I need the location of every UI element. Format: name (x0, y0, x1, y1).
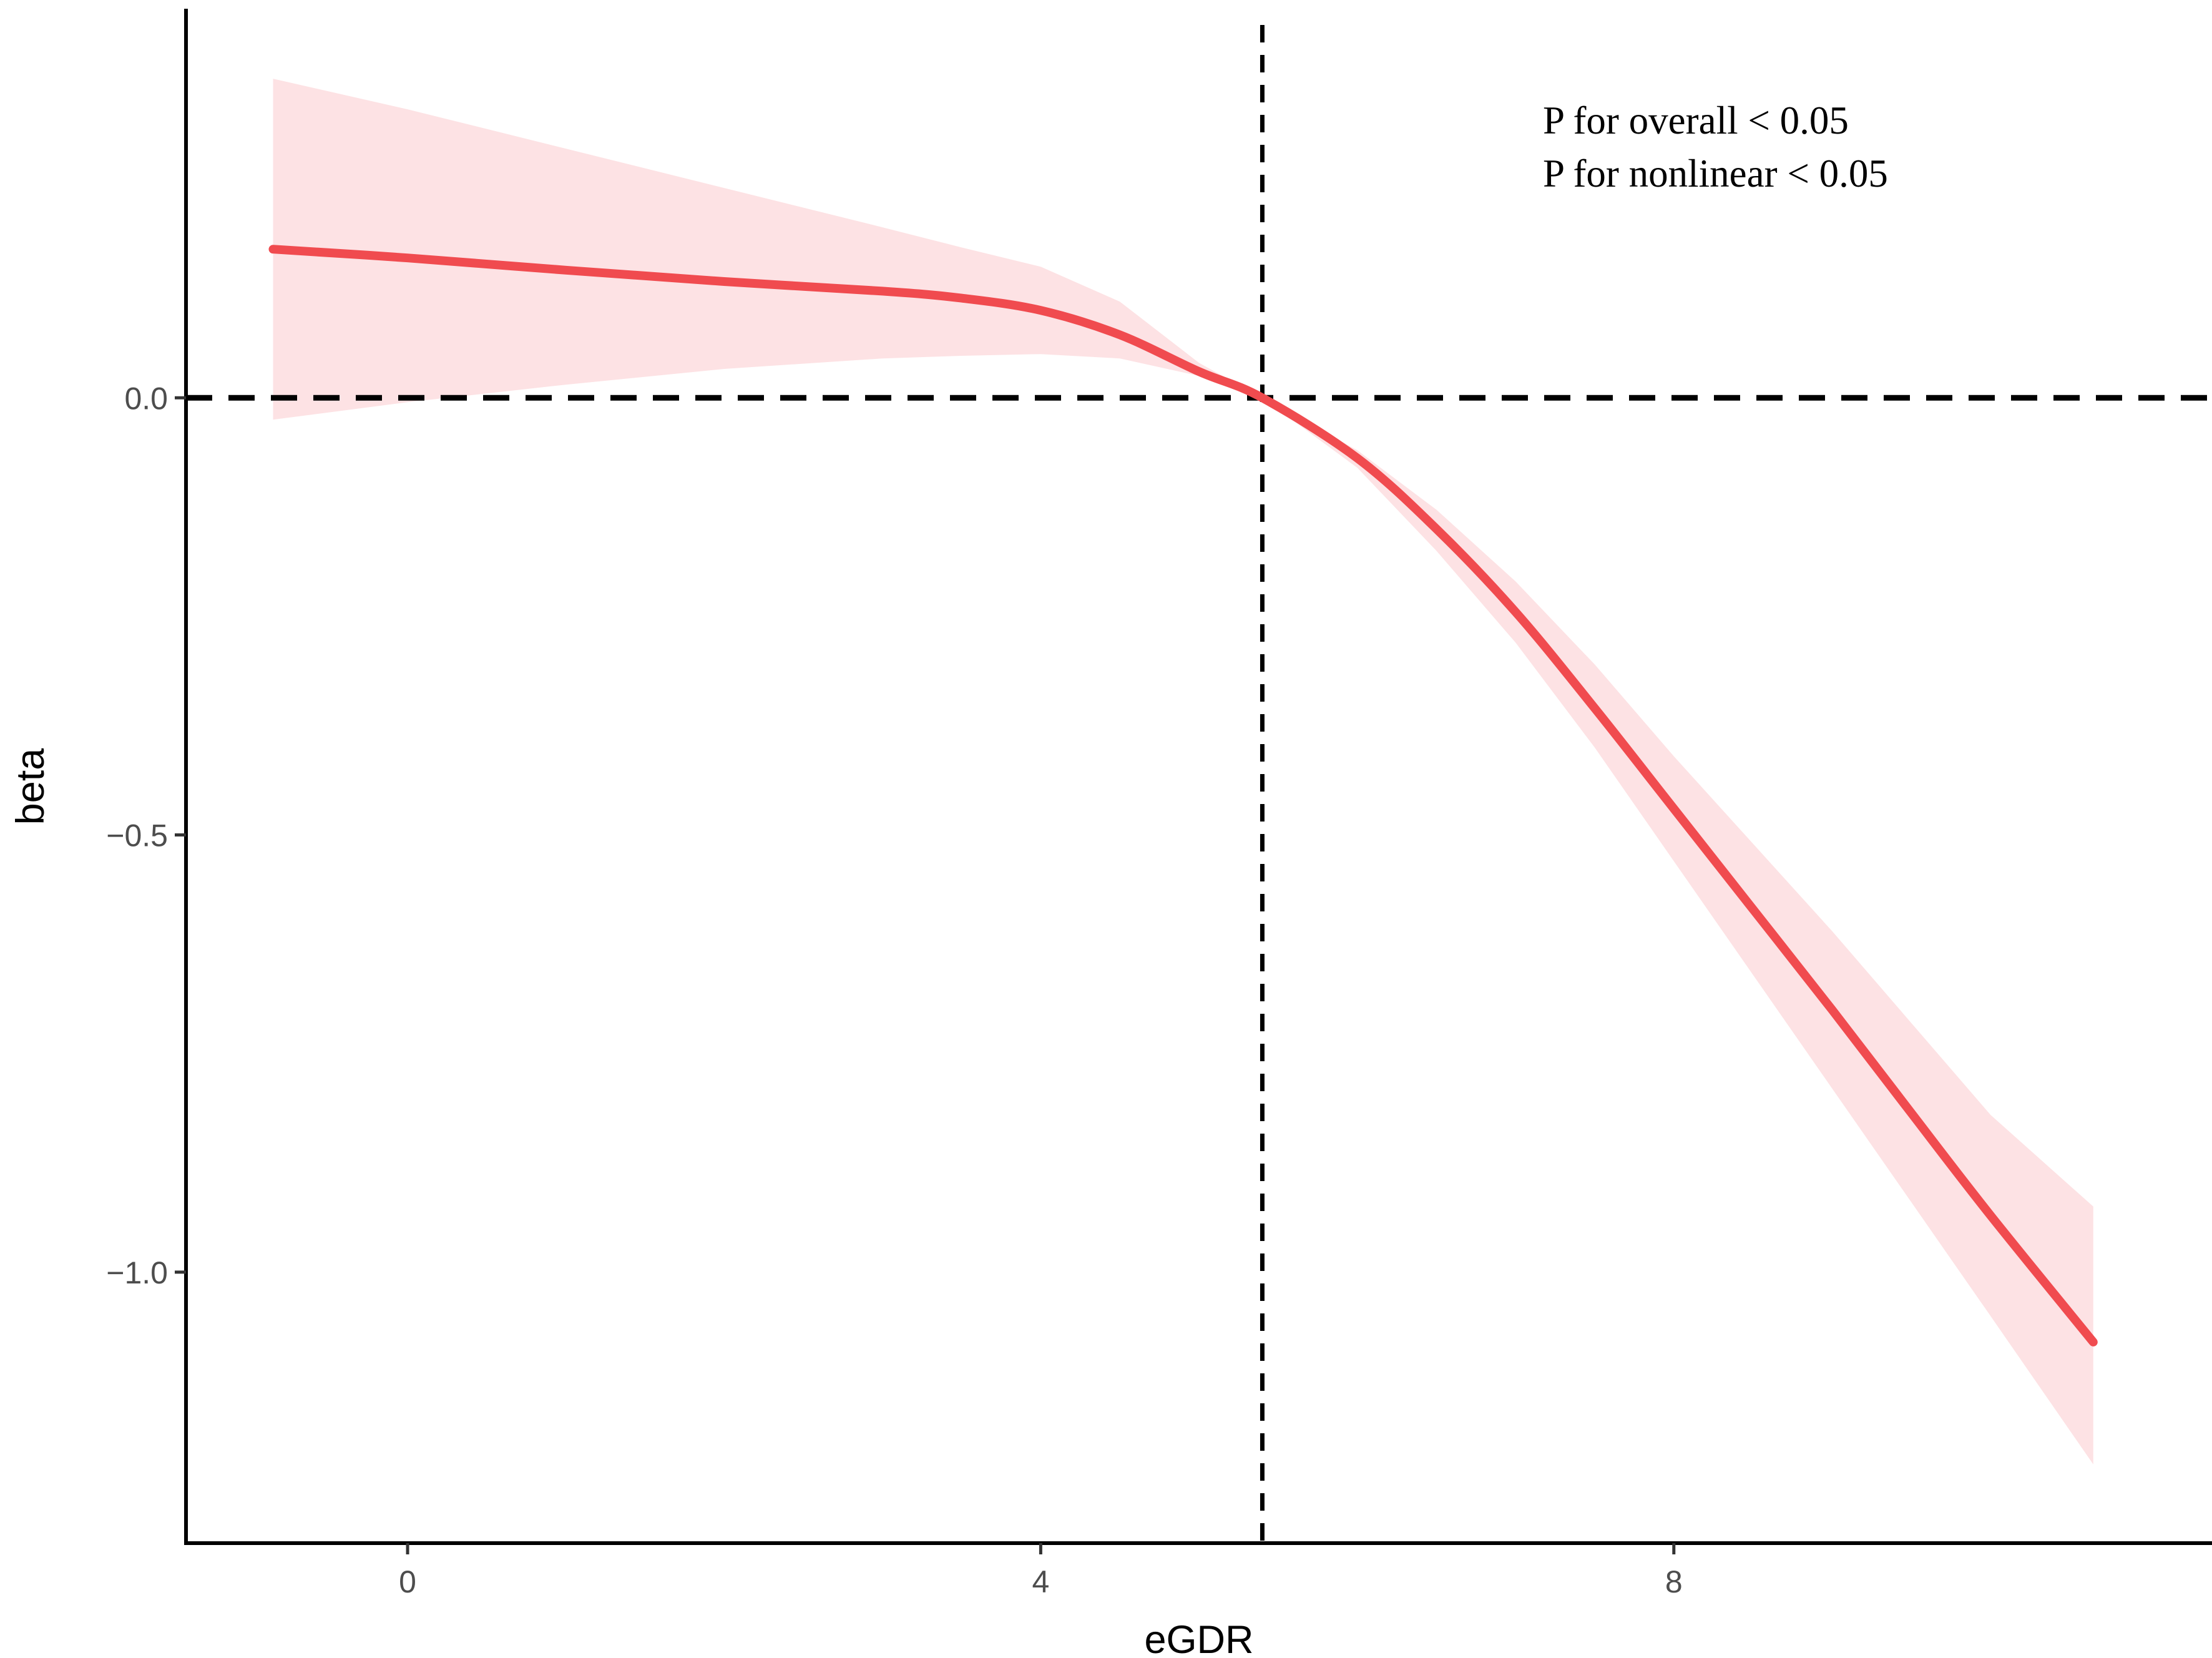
y-tick-label: 0.0 (124, 381, 168, 416)
x-tick-label: 4 (1032, 1564, 1050, 1599)
x-tick-label: 0 (399, 1564, 416, 1599)
series-line (268, 245, 2098, 1347)
annotation-text: P for nonlinear < 0.05 (1543, 152, 1888, 195)
plot-area (186, 25, 2212, 1543)
y-tick-label: −1.0 (106, 1255, 168, 1290)
confidence-ribbon (273, 79, 2093, 1464)
y-axis-title: beta (9, 748, 52, 825)
x-tick-label: 8 (1665, 1564, 1683, 1599)
x-axis-title: eGDR (1144, 1618, 1253, 1658)
annotation-text: P for overall < 0.05 (1543, 99, 1849, 142)
axes (175, 9, 2212, 1554)
y-tick-label: −0.5 (106, 818, 168, 853)
chart-labels: 0 4 8 0.0 −0.5 −1.0 eGDR beta P for overall < 0.… (9, 99, 1888, 1658)
